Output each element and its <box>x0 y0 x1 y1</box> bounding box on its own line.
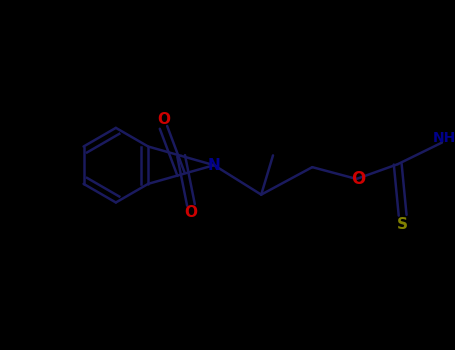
Text: S: S <box>397 217 408 232</box>
Text: O: O <box>157 112 170 127</box>
Text: O: O <box>184 205 197 220</box>
Text: O: O <box>351 170 365 188</box>
Text: NH: NH <box>432 131 455 145</box>
Text: N: N <box>207 158 221 173</box>
